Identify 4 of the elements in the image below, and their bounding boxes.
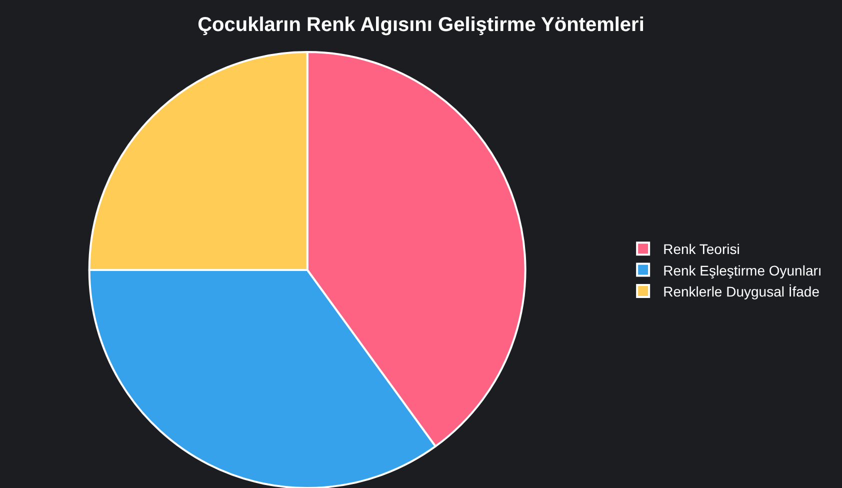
legend-label: Renklerle Duygusal İfade: [663, 283, 820, 300]
chart-title: Çocukların Renk Algısını Geliştirme Yöntemleri: [198, 14, 644, 36]
legend-label: Renk Eşleştirme Oyunları: [663, 262, 822, 278]
legend-label: Renk Teorisi: [663, 241, 740, 258]
